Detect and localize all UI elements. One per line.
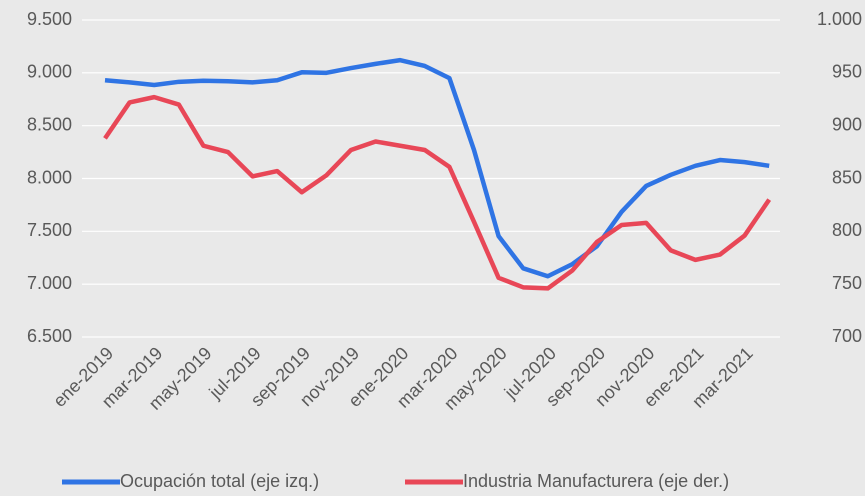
y-tick-label: 8.500 bbox=[27, 114, 72, 134]
y-tick-label: 6.500 bbox=[27, 326, 72, 346]
y2-tick-label: 900 bbox=[832, 114, 862, 134]
y2-tick-label: 800 bbox=[832, 220, 862, 240]
series-line bbox=[104, 57, 770, 279]
y2-tick-label: 850 bbox=[832, 167, 862, 187]
series-line bbox=[103, 94, 772, 291]
y-tick-label: 9.500 bbox=[27, 9, 72, 29]
legend-label: Ocupación total (eje izq.) bbox=[120, 471, 319, 491]
legend-label: Industria Manufacturera (eje der.) bbox=[463, 471, 729, 491]
y2-tick-label: 950 bbox=[832, 62, 862, 82]
y-tick-label: 7.000 bbox=[27, 273, 72, 293]
y-tick-label: 9.000 bbox=[27, 62, 72, 82]
y2-tick-label: 750 bbox=[832, 273, 862, 293]
y-tick-label: 8.000 bbox=[27, 167, 72, 187]
y2-tick-label: 700 bbox=[832, 326, 862, 346]
y-tick-label: 7.500 bbox=[27, 220, 72, 240]
y2-tick-label: 1.000 bbox=[817, 9, 862, 29]
